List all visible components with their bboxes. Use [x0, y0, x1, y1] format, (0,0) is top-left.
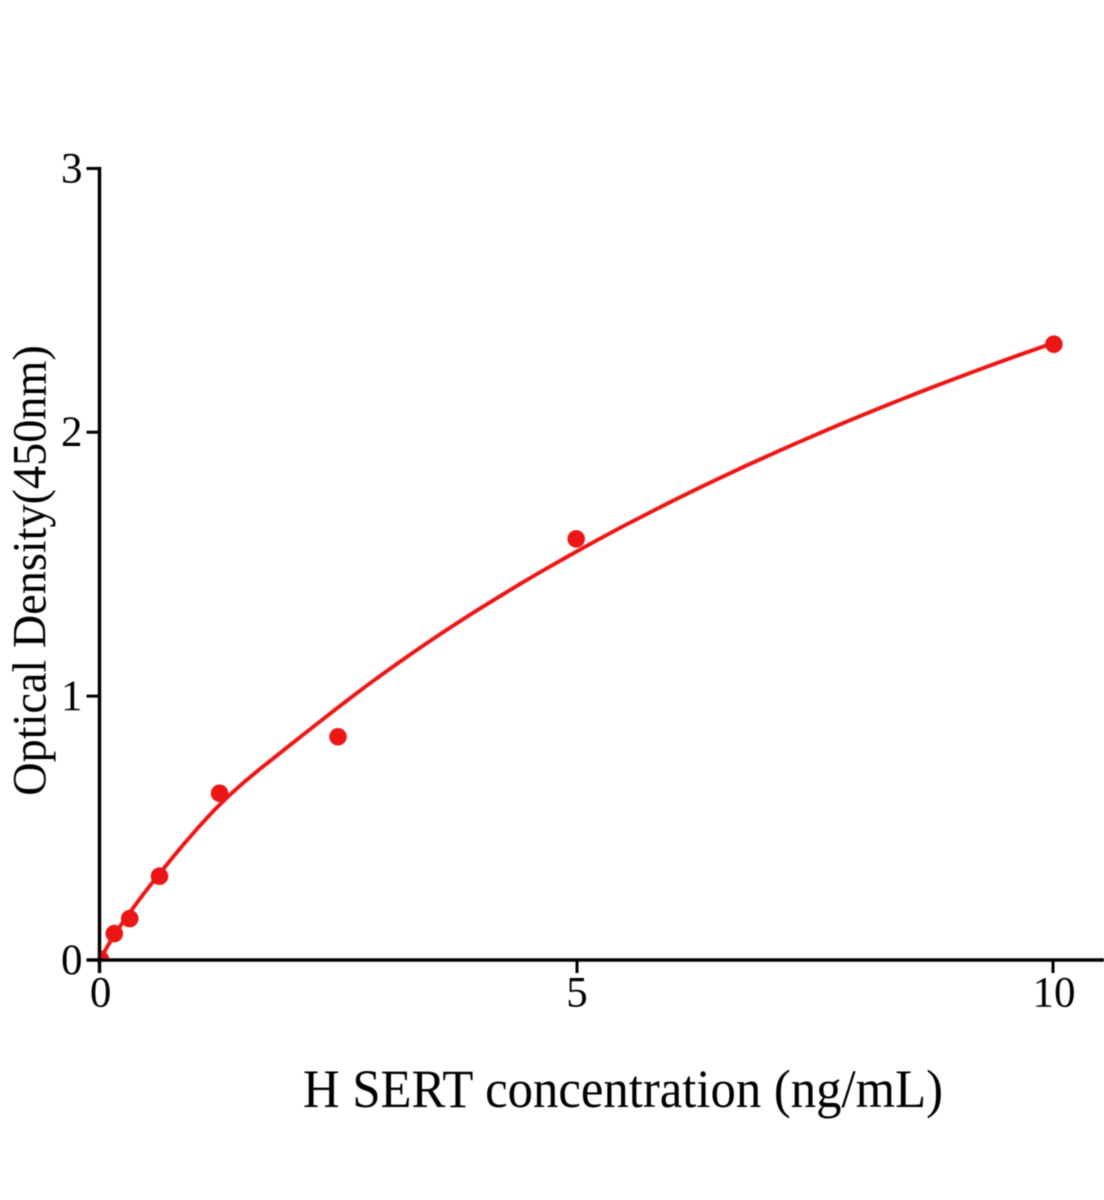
svg-text:H SERT concentration (ng/mL): H SERT concentration (ng/mL) [303, 1059, 943, 1119]
svg-text:5: 5 [566, 970, 588, 1017]
svg-text:1: 1 [61, 673, 83, 720]
svg-text:0: 0 [90, 970, 112, 1017]
svg-text:3: 3 [61, 145, 83, 192]
svg-text:0: 0 [61, 937, 83, 984]
svg-text:10: 10 [1033, 970, 1076, 1017]
svg-text:Optical Density(450nm): Optical Density(450nm) [4, 345, 57, 796]
svg-text:2: 2 [61, 409, 83, 456]
